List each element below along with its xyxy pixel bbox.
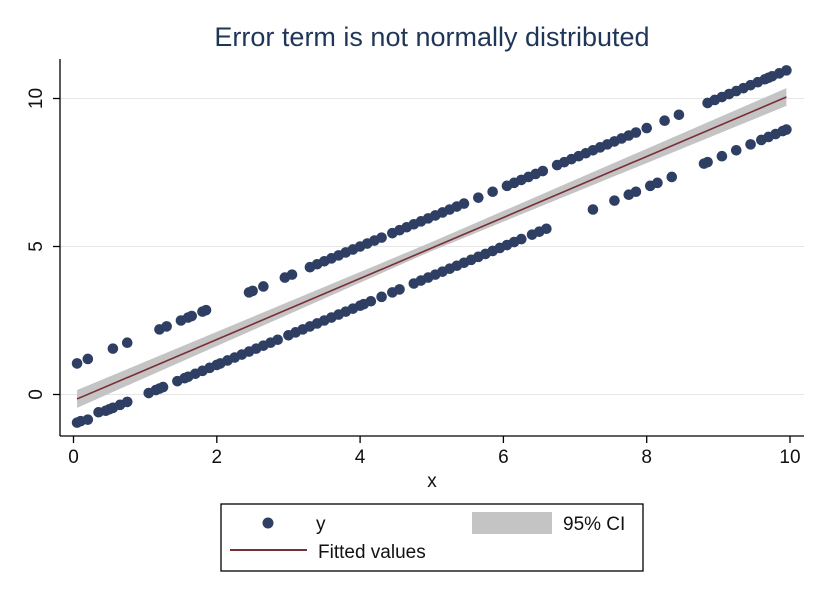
legend-y-dot-icon bbox=[262, 517, 274, 529]
data-point bbox=[541, 223, 552, 235]
data-point bbox=[186, 310, 198, 322]
scatter-points bbox=[71, 65, 792, 428]
data-point bbox=[516, 233, 527, 245]
x-tick-label: 4 bbox=[355, 447, 366, 468]
chart-title: Error term is not normally distributed bbox=[214, 22, 649, 52]
data-point bbox=[730, 145, 742, 156]
data-point bbox=[458, 198, 470, 209]
data-point bbox=[82, 353, 94, 365]
x-axis-ticks: 0 2 4 6 8 10 bbox=[68, 436, 801, 468]
fit-line-group bbox=[76, 96, 787, 400]
legend-label-y: y bbox=[316, 514, 326, 535]
data-point bbox=[487, 186, 498, 198]
data-point bbox=[365, 295, 377, 307]
data-point bbox=[673, 109, 685, 121]
data-point bbox=[641, 122, 652, 134]
data-point bbox=[781, 124, 792, 135]
legend-label-fitted: Fitted values bbox=[318, 542, 426, 563]
data-point bbox=[781, 65, 792, 76]
data-point bbox=[630, 127, 642, 138]
y-tick-label: 10 bbox=[26, 88, 47, 109]
legend: y 95% CI Fitted values bbox=[220, 503, 644, 572]
data-point bbox=[376, 291, 387, 303]
x-tick-label: 0 bbox=[68, 447, 79, 468]
plot-area: 0 5 10 0 2 4 6 8 10 bbox=[26, 59, 804, 468]
data-point bbox=[161, 321, 172, 332]
data-point bbox=[71, 358, 83, 369]
legend-ci-band-icon bbox=[472, 512, 552, 534]
data-point bbox=[537, 165, 549, 177]
x-tick-label: 2 bbox=[212, 447, 223, 468]
data-point bbox=[630, 186, 642, 198]
data-point bbox=[666, 171, 678, 183]
legend-box bbox=[220, 503, 644, 572]
data-point bbox=[82, 414, 94, 425]
x-tick-label: 6 bbox=[498, 447, 509, 468]
data-point bbox=[247, 285, 258, 297]
y-tick-label: 0 bbox=[26, 389, 47, 400]
legend-label-ci: 95% CI bbox=[563, 514, 625, 535]
data-point bbox=[121, 337, 133, 349]
data-point bbox=[587, 204, 599, 215]
data-point bbox=[107, 343, 119, 354]
x-tick-label: 8 bbox=[641, 447, 652, 468]
y-axis-ticks: 0 5 10 bbox=[26, 88, 60, 400]
data-point bbox=[716, 150, 728, 162]
data-point bbox=[473, 192, 484, 203]
data-point bbox=[258, 281, 269, 292]
data-point bbox=[200, 304, 212, 316]
data-point bbox=[745, 139, 756, 150]
data-point bbox=[394, 284, 405, 295]
data-point bbox=[286, 269, 298, 280]
data-point bbox=[376, 232, 387, 243]
data-point bbox=[157, 381, 169, 393]
fitted-line bbox=[76, 96, 787, 400]
x-tick-label: 10 bbox=[779, 447, 800, 468]
data-point bbox=[702, 156, 713, 168]
data-point bbox=[272, 334, 284, 346]
data-point bbox=[652, 177, 663, 189]
y-tick-label: 5 bbox=[26, 241, 47, 252]
data-point bbox=[609, 195, 620, 206]
data-point bbox=[121, 396, 133, 408]
data-point bbox=[659, 115, 670, 126]
x-axis-title: x bbox=[427, 471, 437, 492]
